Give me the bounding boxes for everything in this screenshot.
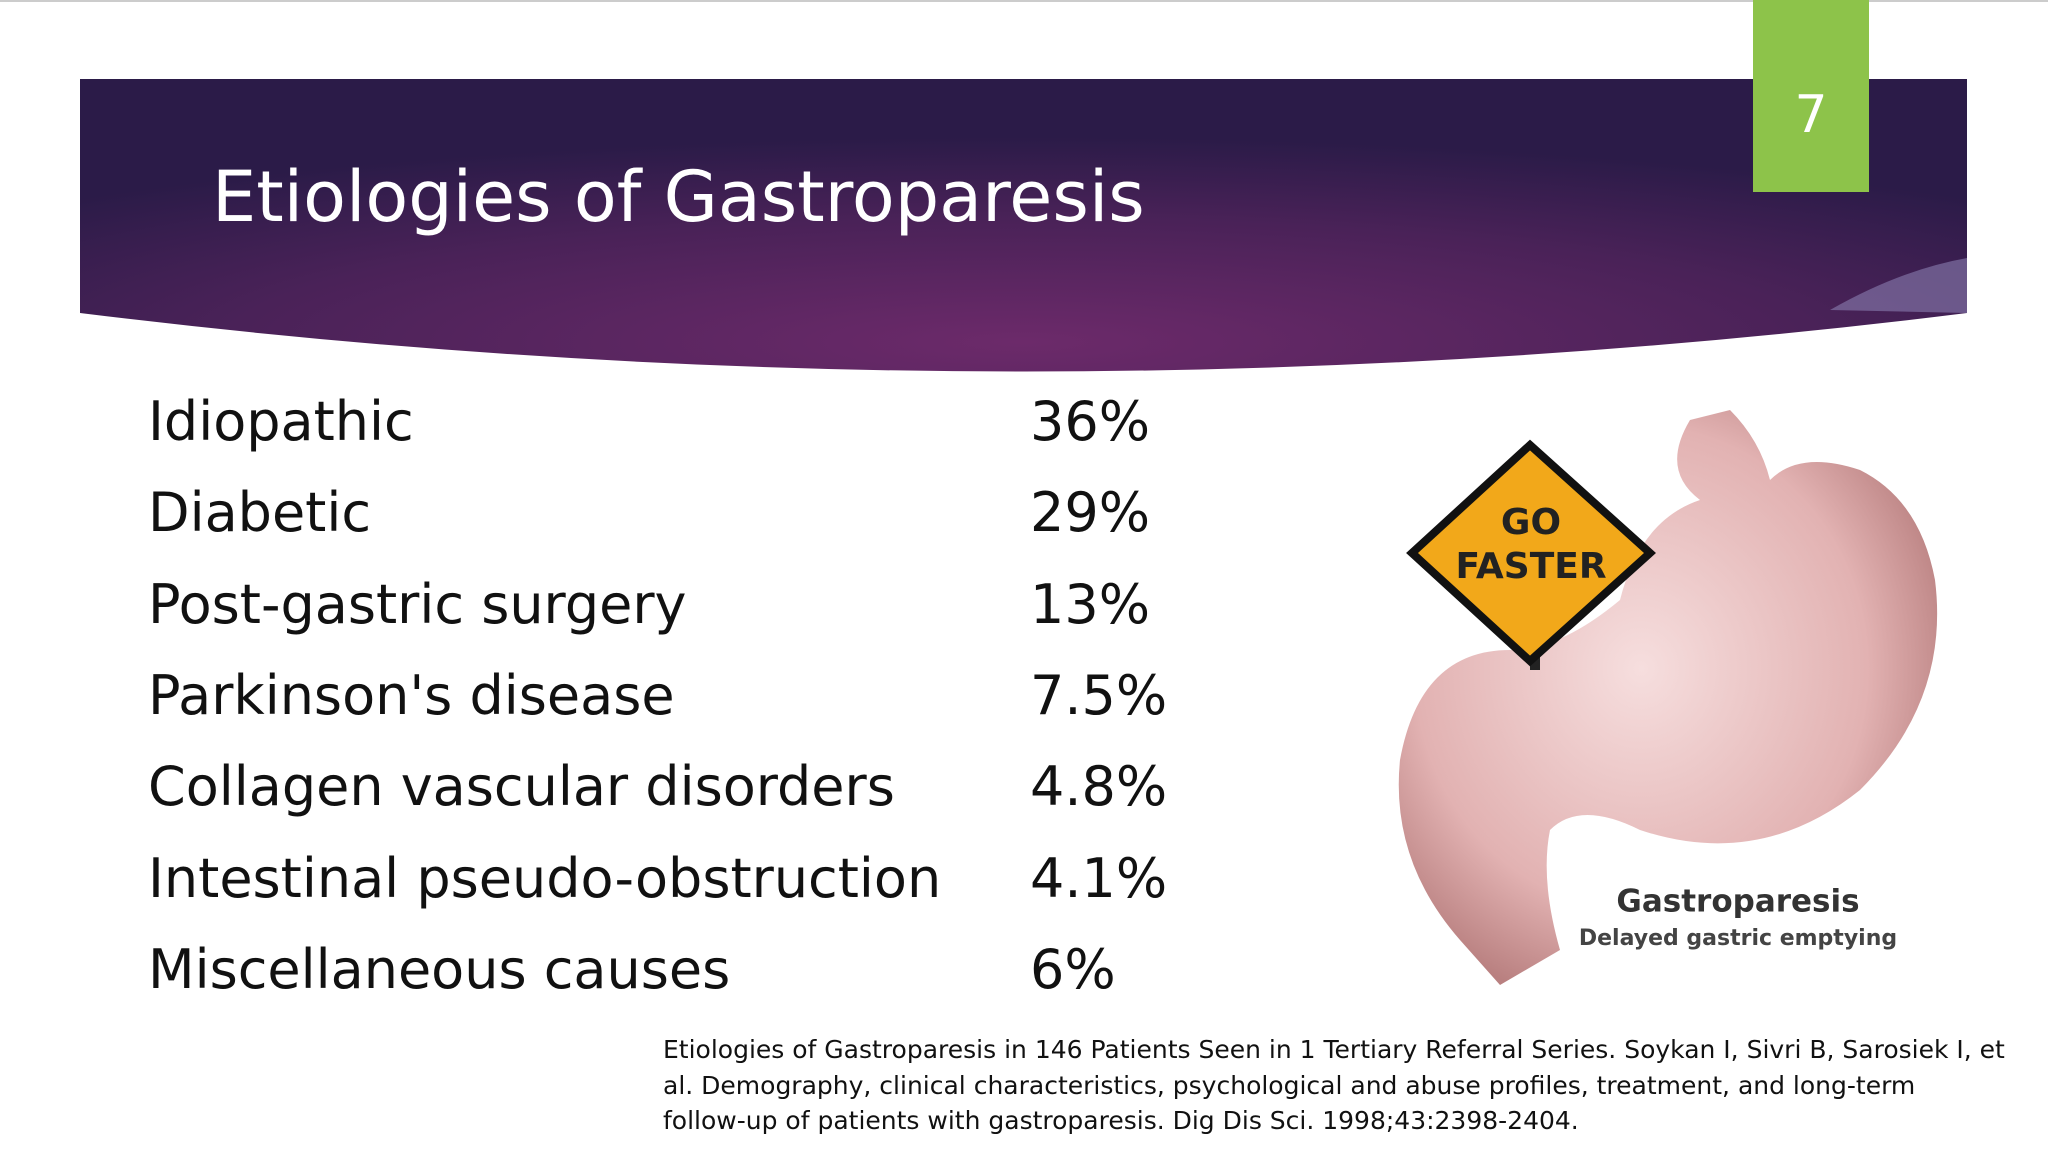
etiology-label: Miscellaneous causes [148,937,731,1001]
citation-line: Etiologies of Gastroparesis in 146 Patie… [663,1035,2005,1064]
citation-line: al. Demography, clinical characteristics… [663,1070,1916,1100]
etiology-label: Intestinal pseudo-obstruction [148,846,942,910]
etiology-label: Parkinson's disease [148,663,675,727]
sign-text: GO [1501,502,1561,543]
slide-number: 7 [1794,85,1827,145]
etiology-label: Idiopathic [148,390,414,453]
stomach [1398,410,1938,985]
slide-title: Etiologies of Gastroparesis [212,156,1145,238]
etiology-percent: 4.8% [1030,755,1168,819]
etiology-percent: 13% [1030,572,1151,636]
sign [1406,439,1656,667]
citation-line: follow-up of patients with gastroparesis… [663,1106,1579,1135]
etiology-percent: 29% [1030,481,1151,545]
etiology-percent: 36% [1030,390,1151,453]
etiology-percent: 7.5% [1030,663,1168,727]
header-accent [1830,258,1967,313]
etiology-label: Diabetic [148,481,372,545]
illustration-caption: Gastroparesis [1616,884,1859,920]
illustration-subcaption: Delayed gastric emptying [1579,926,1897,951]
etiology-label: Post-gastric surgery [148,572,687,636]
header-band [80,79,1967,372]
etiology-label: Collagen vascular disorders [148,755,895,819]
etiology-percent: 6% [1030,937,1116,1001]
sign-text: FASTER [1455,546,1606,587]
etiology-percent: 4.1% [1030,846,1168,910]
slide-number-box [1753,0,1869,192]
